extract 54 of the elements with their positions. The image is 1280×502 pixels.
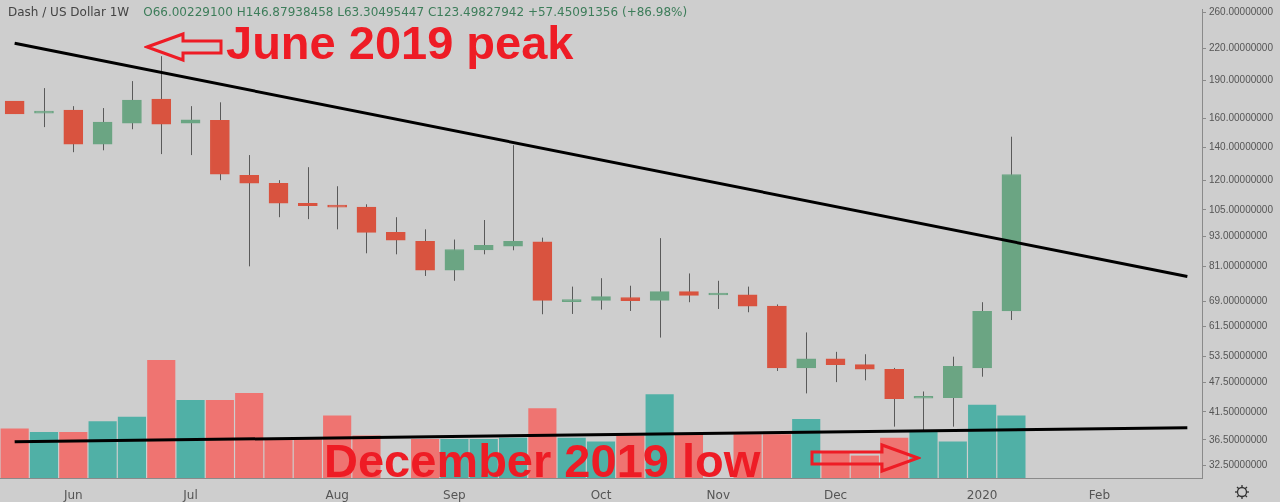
y-tick-label: 32.50000000 bbox=[1209, 458, 1268, 470]
y-tick-label: 140.00000000 bbox=[1209, 140, 1274, 152]
x-tick-label: Feb bbox=[1088, 488, 1111, 502]
candlestick bbox=[444, 239, 465, 282]
candlestick bbox=[356, 203, 377, 254]
bar bbox=[147, 359, 176, 478]
candlestick bbox=[796, 331, 817, 394]
y-tick-label: 105.00000000 bbox=[1209, 203, 1274, 215]
candlestick bbox=[385, 216, 406, 255]
x-tick-label: Jun bbox=[62, 488, 83, 502]
y-tick-label: 41.50000000 bbox=[1209, 405, 1268, 417]
candlestick bbox=[122, 80, 142, 130]
y-tick-label: 36.50000000 bbox=[1209, 433, 1268, 445]
y-tick-label: 190.00000000 bbox=[1209, 74, 1274, 86]
x-tick-label: Aug bbox=[325, 488, 349, 502]
x-tick-label: Oct bbox=[590, 488, 612, 502]
candlestick bbox=[473, 219, 494, 255]
candlestick bbox=[855, 353, 875, 381]
candlestick bbox=[239, 154, 260, 267]
y-tick-label: 120.00000000 bbox=[1209, 174, 1274, 186]
x-tick-label: Dec bbox=[823, 488, 848, 502]
candlestick bbox=[180, 105, 201, 156]
x-tick-label: Nov bbox=[706, 488, 730, 502]
candlestick bbox=[151, 55, 172, 155]
chart-subtitle: O66.00229100 H146.87938458 L63.30495447 C123.49827942 +57.45091356 (+86.98%) bbox=[143, 5, 688, 19]
bar bbox=[59, 431, 88, 478]
candlestick bbox=[620, 285, 641, 312]
bar bbox=[176, 400, 205, 478]
x-tick-label: Sep bbox=[443, 488, 466, 502]
y-tick-label: 81.00000000 bbox=[1209, 260, 1268, 272]
y-tick-label: 160.00000000 bbox=[1209, 111, 1274, 123]
candlestick bbox=[913, 390, 934, 432]
y-tick-label: 53.50000000 bbox=[1209, 350, 1268, 362]
y-tick-label: 220.00000000 bbox=[1209, 42, 1274, 54]
candlestick bbox=[825, 351, 846, 383]
candlestick bbox=[268, 179, 289, 218]
candlestick bbox=[591, 277, 611, 311]
candlestick bbox=[298, 166, 318, 220]
chart-title: Dash / US Dollar 1W bbox=[8, 5, 130, 19]
y-tick-label: 69.00000000 bbox=[1209, 295, 1268, 307]
bar bbox=[0, 428, 29, 478]
annotation: June 2019 peak bbox=[226, 16, 574, 70]
x-tick-label: Jul bbox=[182, 488, 198, 502]
candlestick bbox=[649, 237, 670, 339]
bar bbox=[792, 418, 821, 478]
x-tick-label: 2020 bbox=[966, 488, 998, 502]
y-tick-label: 61.50000000 bbox=[1209, 320, 1268, 332]
bar bbox=[29, 431, 59, 478]
y-tick-label: 260.00000000 bbox=[1209, 6, 1274, 18]
candlestick bbox=[679, 272, 699, 303]
candlestick bbox=[561, 286, 582, 315]
y-tick-label: 93.00000000 bbox=[1209, 230, 1268, 241]
candlestick bbox=[92, 107, 113, 151]
y-tick-label: 47.50000000 bbox=[1209, 376, 1268, 388]
